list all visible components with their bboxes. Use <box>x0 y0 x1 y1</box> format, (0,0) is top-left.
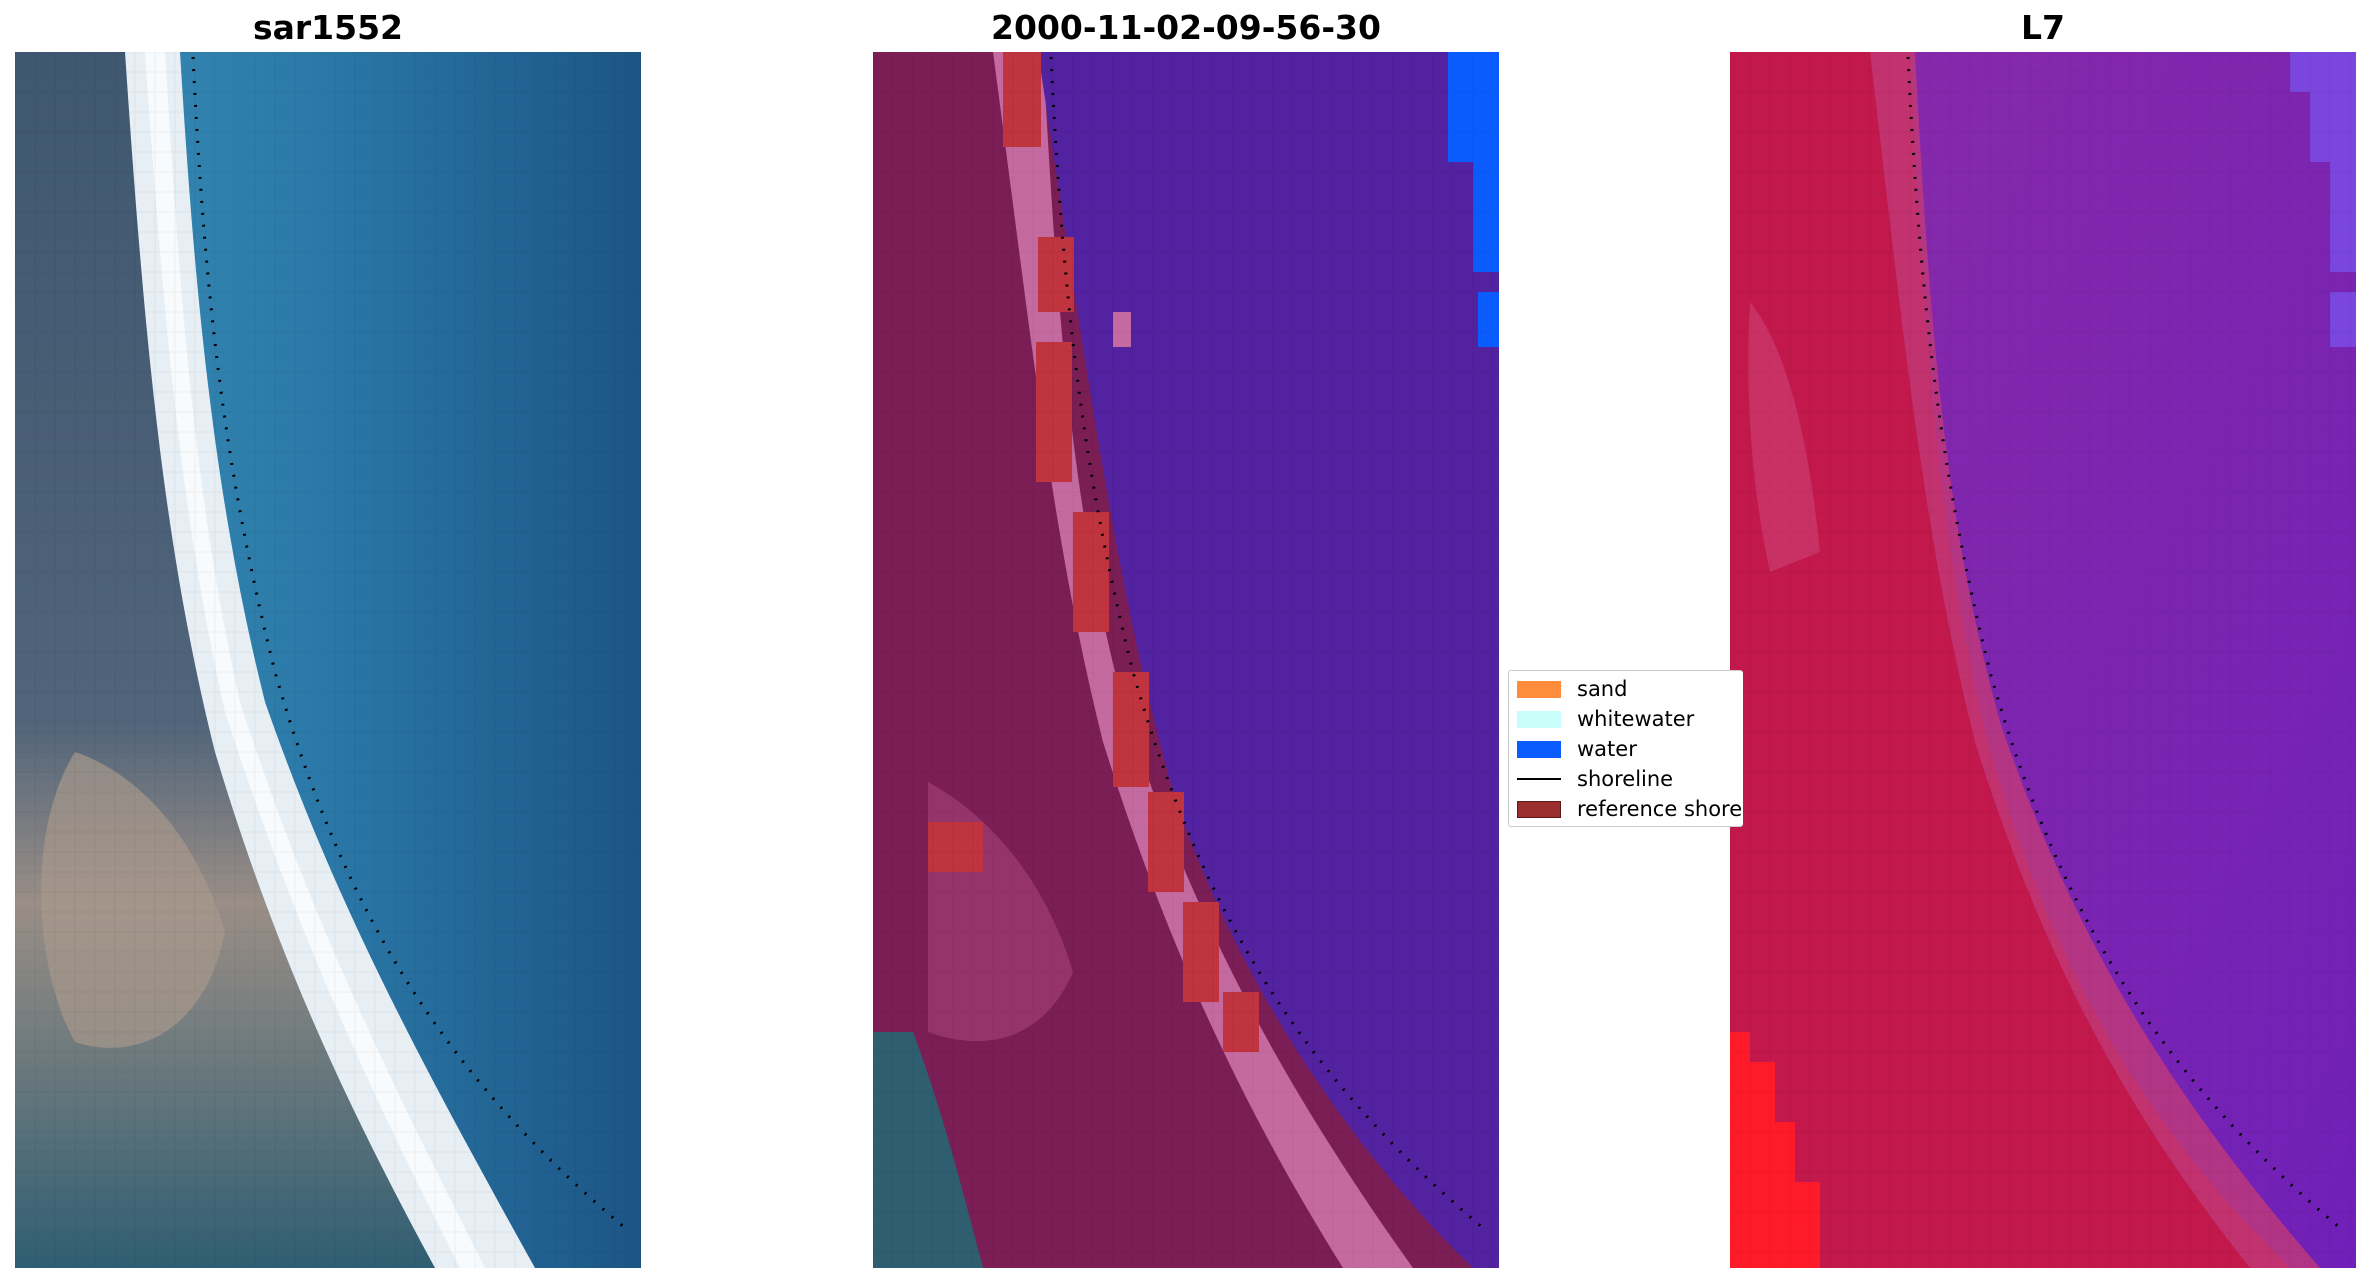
legend-item-water: water <box>1517 735 1637 763</box>
legend: sand whitewater water shoreline referenc… <box>1508 670 1743 827</box>
legend-label: sand <box>1577 677 1628 701</box>
shoreline-dots <box>1906 56 2346 1234</box>
shoreline-line-swatch <box>1517 777 1561 781</box>
legend-item-sand: sand <box>1517 675 1627 703</box>
rgb-image <box>15 52 641 1268</box>
whitewater-swatch <box>1517 710 1561 728</box>
panel-title-swir: L7 <box>2021 8 2065 47</box>
water-swatch <box>1517 740 1561 758</box>
legend-label: whitewater <box>1577 707 1695 731</box>
panel-title-classification: 2000-11-02-09-56-30 <box>991 8 1381 47</box>
shoreline-dots <box>191 56 631 1234</box>
legend-label: shoreline <box>1577 767 1674 791</box>
sand-swatch <box>1517 680 1561 698</box>
classification-panel <box>873 52 1499 1268</box>
legend-item-shoreline: shoreline <box>1517 765 1673 793</box>
legend-label: water <box>1577 737 1637 761</box>
legend-item-reference-shoreline: reference shoreline <box>1517 795 1743 823</box>
legend-label: reference shoreline <box>1577 797 1743 821</box>
shoreline-dots <box>1049 56 1489 1234</box>
swir-image-panel <box>1730 52 2356 1268</box>
panel-title-rgb: sar1552 <box>252 8 404 47</box>
classification-image <box>873 52 1499 1268</box>
rgb-image-panel <box>15 52 641 1268</box>
legend-item-whitewater: whitewater <box>1517 705 1694 733</box>
swir-image <box>1730 52 2356 1268</box>
reference-shoreline-swatch <box>1517 800 1561 818</box>
